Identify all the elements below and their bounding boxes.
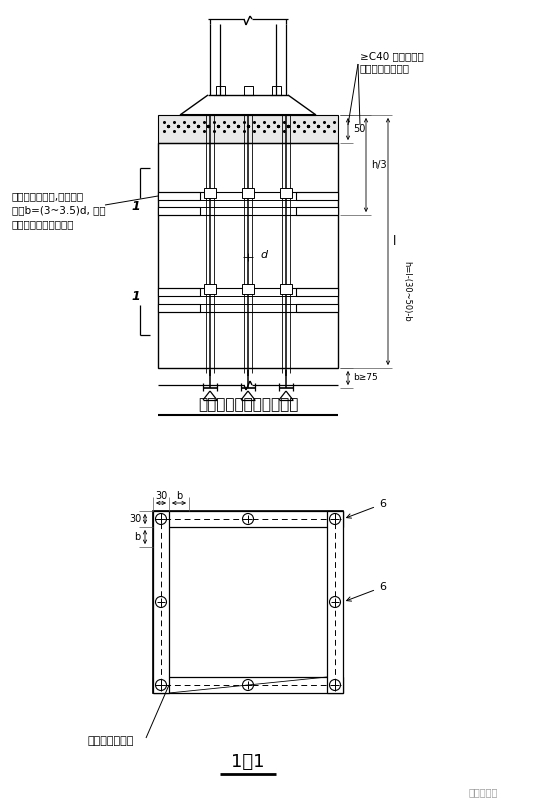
- Bar: [153, 511, 343, 693]
- Text: b: b: [176, 491, 182, 501]
- Text: 6: 6: [347, 499, 386, 518]
- Text: b≥75: b≥75: [353, 373, 378, 383]
- Bar: [158, 207, 200, 215]
- Bar: [242, 188, 254, 198]
- Bar: [280, 284, 292, 294]
- Bar: [204, 188, 216, 198]
- Text: 1: 1: [132, 200, 140, 213]
- Bar: [153, 677, 343, 693]
- Text: 锚栓固定架角钢: 锚栓固定架角钢: [88, 736, 135, 746]
- Text: l: l: [393, 235, 397, 248]
- Bar: [158, 115, 338, 143]
- Text: h/3: h/3: [371, 160, 386, 170]
- Text: 30: 30: [155, 491, 167, 501]
- Text: d: d: [260, 250, 267, 260]
- Bar: [158, 288, 200, 296]
- Bar: [296, 288, 338, 296]
- Bar: [242, 284, 254, 294]
- Text: 6: 6: [347, 582, 386, 601]
- Bar: [296, 207, 338, 215]
- Text: 1－1: 1－1: [231, 753, 265, 771]
- Bar: [216, 86, 225, 95]
- Text: 柱脚锚栓固定支架（一）: 柱脚锚栓固定支架（一）: [198, 397, 298, 413]
- Bar: [158, 192, 200, 200]
- Bar: [204, 284, 216, 294]
- Text: 50: 50: [353, 124, 366, 134]
- Bar: [153, 511, 343, 527]
- Bar: [280, 188, 292, 198]
- Bar: [244, 86, 253, 95]
- Text: 30: 30: [129, 514, 141, 524]
- Bar: [296, 192, 338, 200]
- Bar: [158, 304, 200, 312]
- Bar: [327, 511, 343, 693]
- Text: 钢结构设计: 钢结构设计: [468, 787, 498, 797]
- Text: h=l-(30~50)-b: h=l-(30~50)-b: [402, 261, 411, 322]
- Bar: [296, 304, 338, 312]
- Text: 锚栓固定架角钢,通常角钢
肢宽b=(3~3.5)d, 肢厚
取相应型号中之最厚者: 锚栓固定架角钢,通常角钢 肢宽b=(3~3.5)d, 肢厚 取相应型号中之最厚者: [12, 191, 106, 229]
- Bar: [158, 143, 338, 368]
- Text: ≥C40 无收缩细石
混凝土或铁屑砂浆: ≥C40 无收缩细石 混凝土或铁屑砂浆: [360, 52, 424, 73]
- Text: b: b: [134, 532, 140, 542]
- Text: 1: 1: [132, 290, 140, 304]
- Bar: [272, 86, 281, 95]
- Bar: [153, 511, 169, 693]
